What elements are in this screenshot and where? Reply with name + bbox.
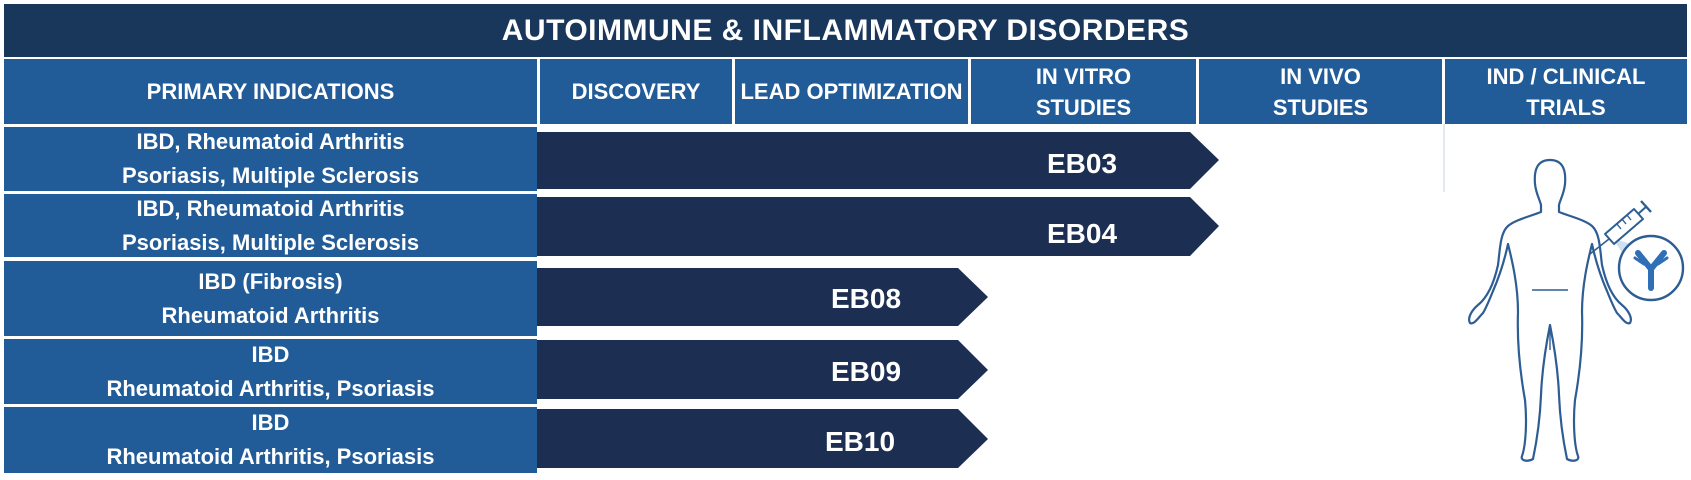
indication-cell: IBD (Fibrosis) Rheumatoid Arthritis (4, 261, 537, 336)
indication-cell: IBD, Rheumatoid Arthritis Psoriasis, Mul… (4, 127, 537, 191)
arrow-label-eb08: EB08 (831, 283, 901, 314)
pipeline-arrow-eb04 (537, 197, 1219, 256)
column-header-in-vivo: IN VIVO STUDIES (1199, 59, 1442, 124)
column-header-in-vitro: IN VITRO STUDIES (971, 59, 1196, 124)
column-header-ind-clinical: IND / CLINICAL TRIALS (1445, 59, 1687, 124)
arrow-label-eb09: EB09 (831, 356, 901, 387)
syringe-icon (1589, 200, 1652, 255)
pipeline-arrow-eb09 (537, 340, 988, 399)
indication-cell: IBD Rheumatoid Arthritis, Psoriasis (4, 407, 537, 473)
arrow-label-eb04: EB04 (1047, 218, 1117, 249)
pipeline-arrow-eb10 (537, 409, 988, 468)
column-header-lead-optimization: LEAD OPTIMIZATION (735, 59, 968, 124)
indication-cell: IBD, Rheumatoid Arthritis Psoriasis, Mul… (4, 194, 537, 257)
human-figure-icon (1468, 158, 1632, 462)
pipeline-arrow-eb03 (537, 132, 1219, 189)
antibody-icon (1617, 234, 1685, 302)
column-header-primary-indications: PRIMARY INDICATIONS (4, 59, 537, 124)
arrow-label-eb10: EB10 (825, 426, 895, 457)
pipeline-title: AUTOIMMUNE & INFLAMMATORY DISORDERS (4, 4, 1687, 57)
indication-cell: IBD Rheumatoid Arthritis, Psoriasis (4, 339, 537, 404)
arrow-label-eb03: EB03 (1047, 148, 1117, 179)
column-header-discovery: DISCOVERY (540, 59, 732, 124)
pipeline-arrow-eb08 (537, 268, 988, 326)
